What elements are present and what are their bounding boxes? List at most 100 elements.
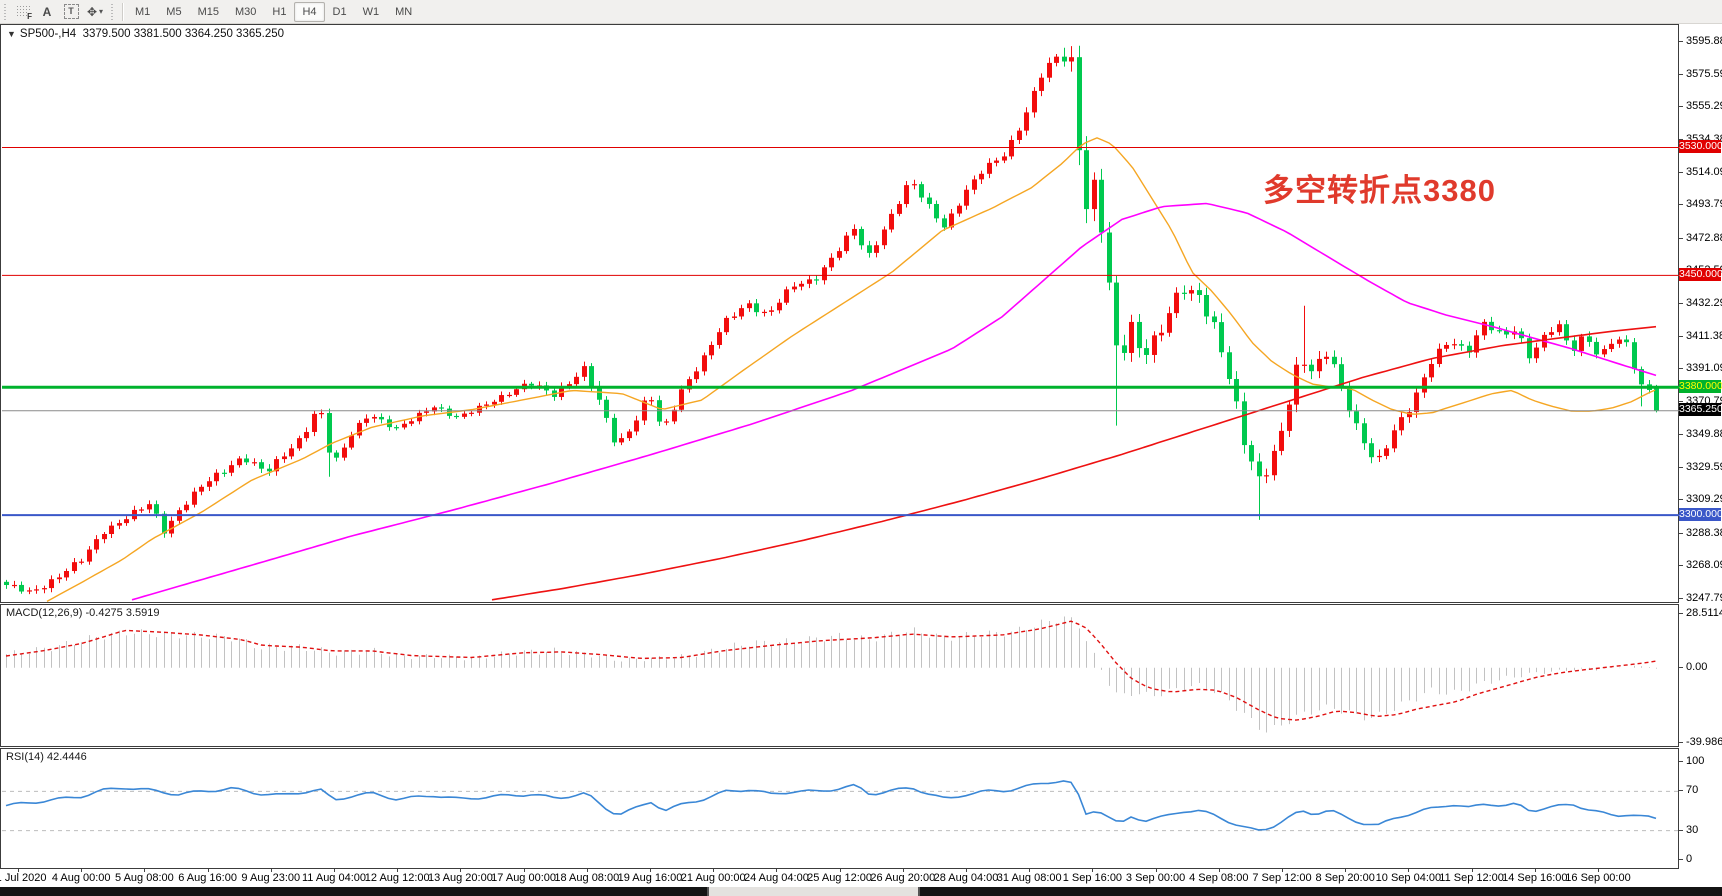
time-axis-tick [713,869,715,872]
grid-f-icon-letter: F [27,12,32,21]
timeframe-button-m1[interactable]: M1 [135,5,151,18]
time-axis-label: 4 Aug 00:00 [51,872,111,884]
draw-tool-icon[interactable]: ✥ ▾ [84,1,106,22]
time-axis-tick [270,869,272,872]
axis-tick-label: 3329.590 [1686,460,1722,473]
axis-tick-mark [1679,466,1683,468]
dropdown-caret-icon: ▾ [99,7,104,16]
timeframe-button-m5[interactable]: M5 [166,5,182,18]
time-axis-label: 4 Sep 08:00 [1189,872,1249,884]
rsi-canvas[interactable] [2,750,1679,869]
axis-tick-mark [1679,532,1683,534]
time-axis-label: 8 Sep 20:00 [1315,872,1375,884]
axis-tick-label: 3411.385 [1686,330,1722,343]
time-axis-tick [207,869,209,872]
time-axis-label: 24 Aug 04:00 [743,872,809,884]
font-a-glyph: A [42,4,52,19]
text-label-icon[interactable]: T [60,1,82,22]
chart-title-ohlc: 3379.500 3381.500 3364.250 3365.250 [82,28,285,40]
axis-tick-mark [1679,859,1683,860]
collapse-triangle-icon[interactable]: ▼ [7,29,16,39]
macd-canvas[interactable] [2,606,1679,747]
time-axis-label: 21 Aug 00:00 [680,872,746,884]
time-axis-tick [902,869,904,872]
price-level-badge: 3380.000 [1679,379,1722,393]
axis-tick-mark [1679,336,1683,338]
time-axis-label: 16 Sep 00:00 [1565,872,1631,884]
axis-tick-label: 3595.885 [1686,35,1722,48]
axis-tick-mark [1679,829,1683,831]
time-axis[interactable]: 31 Jul 2020 4 Aug 00:00 5 Aug 08:00 6 Aug 1… [0,869,1722,887]
macd-label: MACD(12,26,9) -0.4275 3.5919 [6,607,160,619]
grid-f-icon[interactable]: F [12,1,34,22]
time-axis-label: 14 Sep 16:00 [1502,872,1568,884]
timeframe-button-d1[interactable]: D1 [332,5,347,18]
timeframe-button-m15[interactable]: M15 [197,5,219,18]
macd-values: -0.4275 3.5919 [85,607,160,619]
time-axis-tick [1282,869,1283,872]
axis-tick-label: 3493.795 [1686,198,1722,211]
timeframe-button-w1[interactable]: W1 [362,5,380,18]
time-axis-label: 3 Sep 00:00 [1125,872,1186,884]
rsi-indicator-pane[interactable]: RSI(14) 42.4446 [0,748,1679,869]
draw-tool-glyph: ✥ [86,4,98,19]
axis-tick-label: 3349.885 [1686,428,1722,441]
time-axis-label: 19 Aug 16:00 [617,872,683,884]
chart-title: ▼ SP500-,H4 3379.500 3381.500 3364.250 33… [7,28,284,40]
main-chart-canvas[interactable] [2,26,1679,603]
bottom-window-strip [0,887,1722,896]
time-axis-tick [523,869,525,872]
time-axis-tick [397,869,399,872]
axis-tick-mark [1679,499,1683,501]
time-axis-label: 12 Aug 12:00 [364,872,430,884]
time-axis-label: 9 Aug 23:00 [241,872,301,884]
axis-tick-label: 3432.295 [1686,296,1722,309]
time-axis-tick [1218,869,1220,872]
macd-indicator-pane[interactable]: MACD(12,26,9) -0.4275 3.5919 [0,604,1679,747]
axis-tick-mark [1679,106,1683,108]
time-axis-label: 10 Sep 04:00 [1375,872,1442,884]
toolbar-grip-2[interactable] [110,3,115,20]
time-axis-tick [776,869,778,872]
time-axis-label: 13 Aug 20:00 [427,872,493,884]
timeframe-button-h4[interactable]: H4 [294,1,325,22]
chart-title-symbol: SP500-,H4 [19,28,77,40]
time-axis-label: 26 Aug 20:00 [870,872,936,884]
axis-tick-mark [1679,139,1683,141]
axis-tick-mark [1679,171,1683,173]
axis-tick-label: 3514.090 [1686,165,1722,178]
timeframe-button-m30[interactable]: M30 [234,5,257,18]
toolbar-grip[interactable] [3,3,8,20]
time-axis-tick [586,869,588,872]
bottom-strip-segment [707,887,920,896]
time-axis-tick [1155,869,1157,872]
timeframe-button-h1[interactable]: H1 [272,5,287,18]
timeframe-button-group: M1 M5 M15 M30 H1 H4 D1 W1 MN [127,1,420,22]
main-price-pane[interactable]: ▼ SP500-,H4 3379.500 3381.500 3364.250 33… [0,24,1679,603]
time-axis-label: 18 Aug 08:00 [554,872,620,884]
axis-tick-mark [1679,666,1683,668]
axis-tick-mark [1679,434,1683,436]
time-axis-tick [1345,869,1347,872]
time-axis-label: 31 Jul 2020 [0,872,47,884]
axis-tick-label: -39.9869 [1686,735,1722,748]
time-axis-tick [1408,869,1410,872]
axis-tick-label: 0 [1686,853,1693,865]
time-axis-label: 7 Sep 12:00 [1252,872,1312,884]
axis-tick-label: 3555.295 [1686,100,1722,113]
time-axis-tick [839,869,841,872]
timeframe-button-mn[interactable]: MN [395,5,413,18]
font-a-icon[interactable]: A [36,1,58,22]
axis-tick-label: 30 [1686,823,1699,836]
time-axis-label: 11 Sep 12:00 [1439,872,1504,884]
time-axis-label: 28 Aug 04:00 [933,872,999,884]
axis-tick-mark [1679,597,1683,599]
axis-tick-mark [1679,790,1683,792]
time-axis-label: 5 Aug 08:00 [115,872,174,884]
axis-tick-label: 3391.090 [1686,362,1722,375]
time-axis-label: 6 Aug 16:00 [178,872,237,884]
axis-tick-label: 3575.590 [1686,67,1722,80]
time-axis-label: 31 Aug 08:00 [996,872,1062,884]
time-axis-tick [1029,869,1031,872]
text-label-glyph: T [63,4,79,19]
